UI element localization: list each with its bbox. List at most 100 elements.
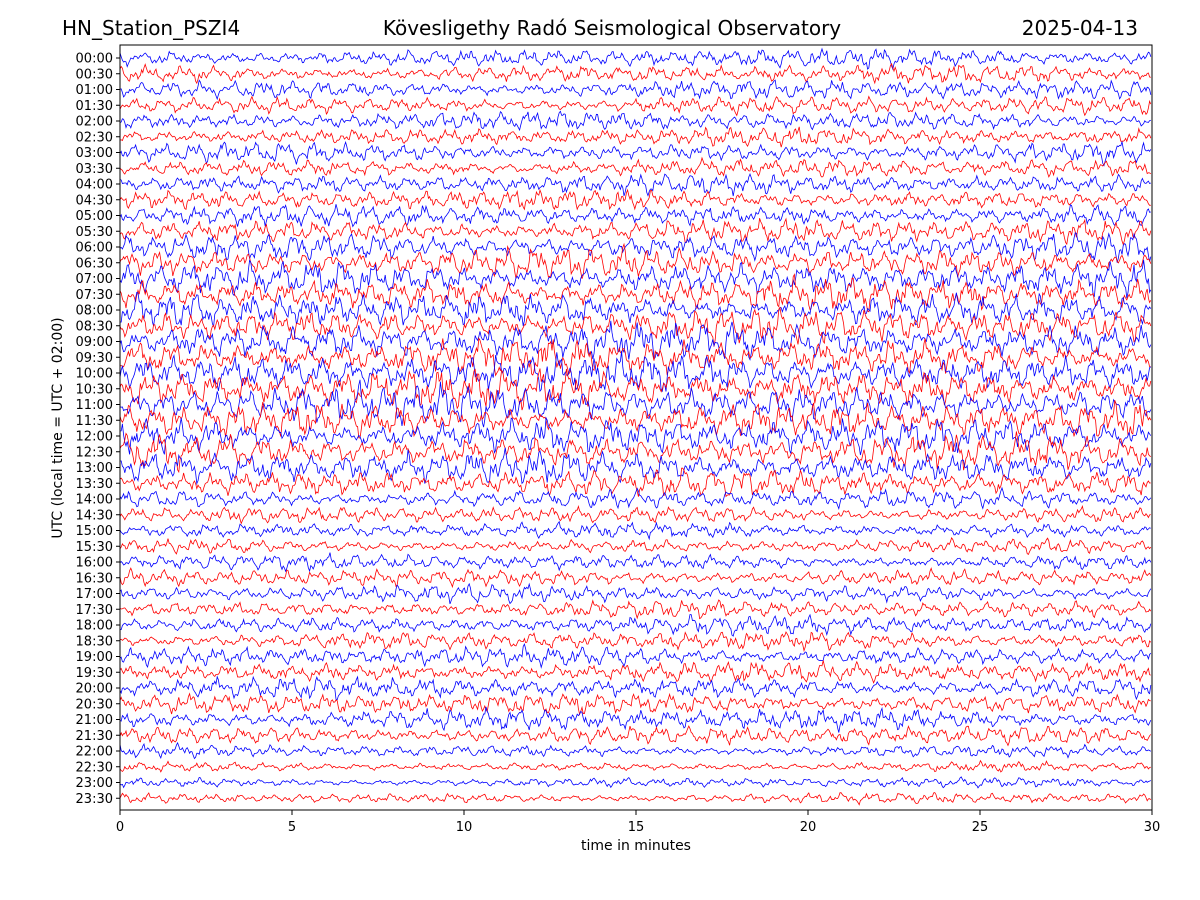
trace-1300 <box>120 447 1152 486</box>
y-tick-label: 19:00 <box>76 650 113 665</box>
y-tick-label: 13:30 <box>76 477 113 492</box>
trace-2100 <box>120 706 1152 733</box>
trace-1800 <box>120 613 1152 637</box>
y-tick-label: 14:00 <box>76 493 113 508</box>
y-tick-label: 01:30 <box>76 99 113 114</box>
trace-1700 <box>120 582 1152 605</box>
trace-2330 <box>120 792 1152 806</box>
y-tick-label: 05:00 <box>76 209 113 224</box>
y-tick-label: 08:00 <box>76 304 113 319</box>
trace-0400 <box>120 172 1151 197</box>
y-tick-label: 23:00 <box>76 776 113 791</box>
trace-0930 <box>120 337 1151 377</box>
y-tick-label: 08:30 <box>76 319 113 334</box>
trace-0230 <box>120 126 1152 148</box>
x-tick-label: 25 <box>972 820 989 835</box>
trace-1630 <box>120 567 1152 589</box>
trace-1530 <box>120 537 1152 555</box>
trace-2200 <box>120 741 1152 760</box>
y-tick-label: 15:30 <box>76 540 113 555</box>
x-tick-label: 15 <box>628 820 645 835</box>
y-tick-label: 06:00 <box>76 241 113 256</box>
date-title: 2025-04-13 <box>1022 16 1138 40</box>
trace-1000 <box>120 350 1152 393</box>
station-title: HN_Station_PSZI4 <box>62 16 240 40</box>
y-tick-label: 07:00 <box>76 272 113 287</box>
trace-1500 <box>120 520 1151 541</box>
y-tick-label: 07:30 <box>76 288 113 303</box>
trace-1030 <box>120 368 1152 411</box>
y-tick-label: 09:30 <box>76 351 113 366</box>
trace-2130 <box>120 725 1152 747</box>
y-tick-label: 16:30 <box>76 571 113 586</box>
trace-0130 <box>120 95 1152 117</box>
y-tick-label: 11:00 <box>76 398 113 413</box>
trace-1830 <box>120 631 1152 653</box>
y-tick-label: 22:30 <box>76 760 113 775</box>
y-tick-label: 18:30 <box>76 634 113 649</box>
y-tick-label: 16:00 <box>76 556 113 571</box>
trace-1900 <box>120 642 1152 669</box>
trace-1330 <box>120 467 1151 498</box>
x-tick-group: 0 5 10 15 20 25 30 <box>116 810 1160 835</box>
y-tick-label: 21:00 <box>76 713 113 728</box>
trace-1230 <box>120 431 1152 474</box>
y-tick-group: 00:0000:3001:0001:3002:0002:3003:0003:30… <box>76 52 120 807</box>
trace-1730 <box>120 599 1152 620</box>
trace-2230 <box>120 759 1151 773</box>
trace-2030 <box>120 692 1151 716</box>
x-tick-label: 20 <box>800 820 817 835</box>
y-tick-label: 03:30 <box>76 162 113 177</box>
trace-0630 <box>120 242 1152 279</box>
y-tick-label: 20:00 <box>76 682 113 697</box>
trace-2300 <box>120 776 1151 789</box>
trace-2000 <box>120 675 1152 701</box>
y-tick-label: 06:30 <box>76 256 113 271</box>
trace-0030 <box>120 62 1151 85</box>
trace-0600 <box>120 232 1152 263</box>
trace-0530 <box>120 217 1152 246</box>
y-tick-label: 20:30 <box>76 697 113 712</box>
trace-1400 <box>120 486 1152 510</box>
y-tick-label: 17:30 <box>76 603 113 618</box>
y-tick-label: 10:30 <box>76 382 113 397</box>
y-tick-label: 11:30 <box>76 414 113 429</box>
y-tick-label: 21:30 <box>76 729 113 744</box>
y-tick-label: 04:00 <box>76 178 113 193</box>
y-tick-label: 03:00 <box>76 146 113 161</box>
trace-0100 <box>120 79 1152 101</box>
trace-0800 <box>120 291 1152 327</box>
x-tick-label: 10 <box>456 820 473 835</box>
trace-0300 <box>120 140 1152 167</box>
y-tick-label: 05:30 <box>76 225 113 240</box>
y-tick-label: 12:00 <box>76 430 113 445</box>
trace-0830 <box>120 306 1152 347</box>
y-tick-label: 02:30 <box>76 130 113 145</box>
trace-1430 <box>120 504 1151 525</box>
trace-0500 <box>120 204 1151 228</box>
y-tick-label: 19:30 <box>76 666 113 681</box>
trace-group <box>120 47 1152 806</box>
y-axis-label: UTC (local time = UTC + 02:00) <box>50 317 66 538</box>
y-tick-label: 10:00 <box>76 367 113 382</box>
trace-1930 <box>120 660 1151 684</box>
y-tick-label: 17:00 <box>76 587 113 602</box>
y-tick-label: 01:00 <box>76 83 113 98</box>
trace-0430 <box>120 188 1151 211</box>
x-tick-label: 30 <box>1144 820 1161 835</box>
observatory-title: Kövesligethy Radó Seismological Observat… <box>383 16 841 40</box>
trace-0200 <box>120 110 1151 132</box>
trace-0700 <box>120 259 1152 299</box>
x-tick-label: 5 <box>288 820 296 835</box>
y-tick-label: 12:30 <box>76 445 113 460</box>
y-tick-label: 00:30 <box>76 67 113 82</box>
y-tick-label: 15:00 <box>76 524 113 539</box>
y-tick-label: 00:00 <box>76 52 113 67</box>
trace-0330 <box>120 156 1152 178</box>
trace-0900 <box>120 320 1152 361</box>
y-tick-label: 22:00 <box>76 745 113 760</box>
y-tick-label: 18:00 <box>76 619 113 634</box>
trace-1600 <box>120 552 1152 573</box>
trace-0730 <box>120 273 1152 313</box>
